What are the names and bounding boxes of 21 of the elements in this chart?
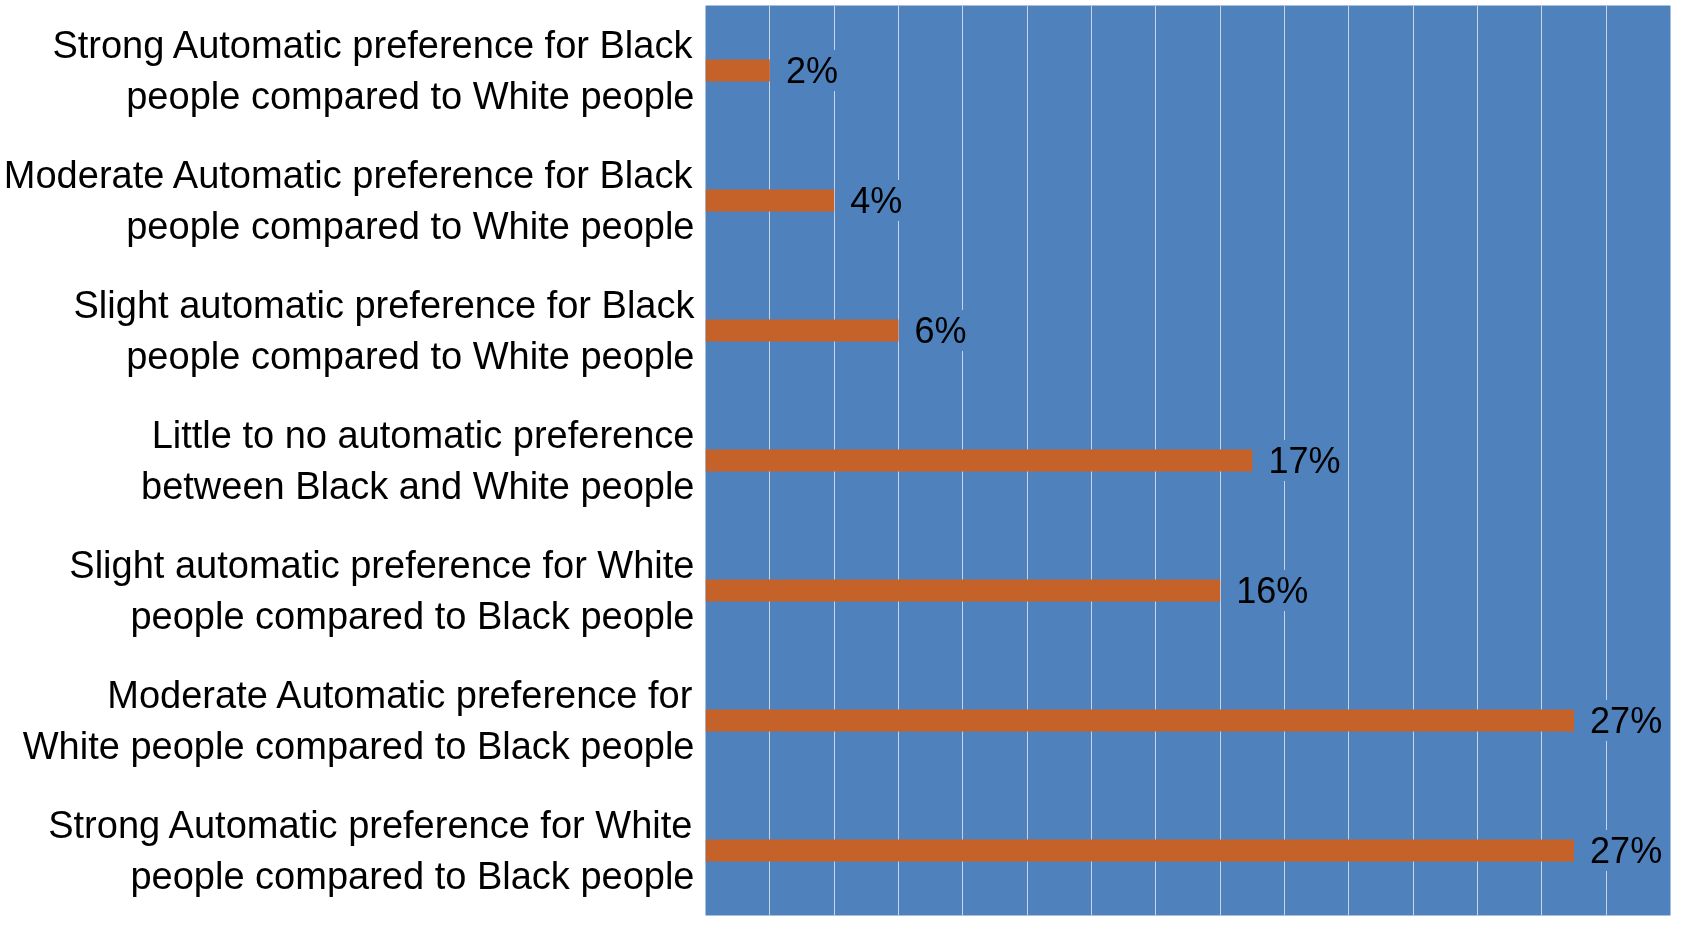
y-tick-label: Slight automatic preference for White people compared to Black people [69,544,695,637]
y-tick-label: Moderate Automatic preference for White people compared to Black people [22,674,695,767]
data-label: 27% [1590,700,1663,741]
bar [705,839,1574,862]
data-label: 27% [1590,830,1663,871]
bar [705,449,1253,472]
bar [705,189,835,212]
bar [705,709,1574,732]
data-label: 4% [850,180,903,221]
data-label: 17% [1268,440,1341,481]
y-tick-label: Moderate Automatic preference for Black people compared to White people [3,154,695,247]
y-tick-label: Strong Automatic preference for White people compared to Black people [48,804,695,897]
data-label: 6% [914,310,967,351]
y-tick-label: Little to no automatic preference between Black and White people [141,414,695,507]
bar [705,59,770,82]
bar [705,319,899,342]
y-tick-label: Strong Automatic preference for Black people compared to White people [52,24,695,117]
data-label: 2% [785,50,838,91]
data-label: 16% [1236,570,1309,611]
y-tick-label: Slight automatic preference for Black people compared to White people [73,284,696,377]
bar [705,579,1221,602]
